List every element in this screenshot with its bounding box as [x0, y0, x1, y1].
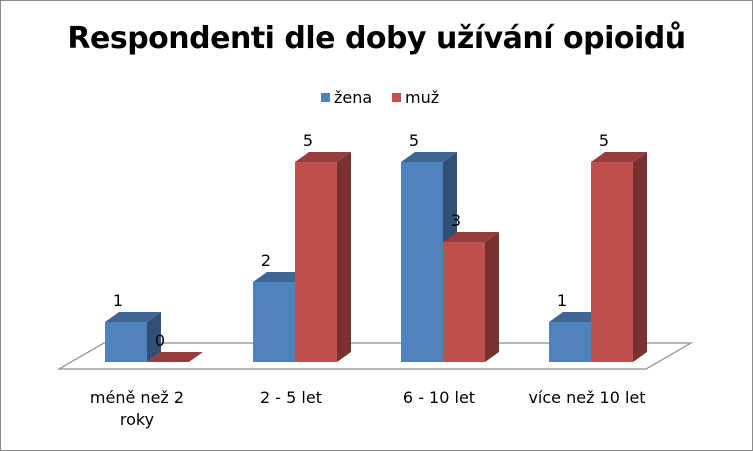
- chart-title: Respondenti dle doby užívání opioidů: [67, 21, 686, 56]
- legend-label-0: žena: [334, 88, 372, 107]
- floor-plane: [56, 342, 694, 370]
- data-label-0-2: 5: [409, 131, 419, 150]
- category-label-0: méně než 2: [90, 388, 184, 407]
- bar-1-0: [147, 352, 203, 362]
- data-label-1-2: 3: [451, 211, 461, 230]
- category-label-3: více než 10 let: [528, 388, 645, 407]
- data-label-1-1: 5: [303, 131, 313, 150]
- bar-1-2: [443, 232, 499, 362]
- category-label-0-line1: roky: [120, 410, 154, 429]
- data-label-1-0: 0: [155, 331, 165, 350]
- data-label-0-0: 1: [113, 291, 123, 310]
- bar-1-3: [591, 152, 647, 362]
- category-label-2: 6 - 10 let: [403, 388, 475, 407]
- data-label-0-3: 1: [557, 291, 567, 310]
- data-label-0-1: 2: [261, 251, 271, 270]
- legend-label-1: muž: [405, 88, 439, 107]
- legend-swatch-0: [321, 93, 330, 102]
- legend-swatch-1: [392, 93, 401, 102]
- category-label-1: 2 - 5 let: [260, 388, 322, 407]
- bar-0-0: [105, 312, 161, 362]
- data-label-1-3: 5: [599, 131, 609, 150]
- bar-1-1: [295, 152, 351, 362]
